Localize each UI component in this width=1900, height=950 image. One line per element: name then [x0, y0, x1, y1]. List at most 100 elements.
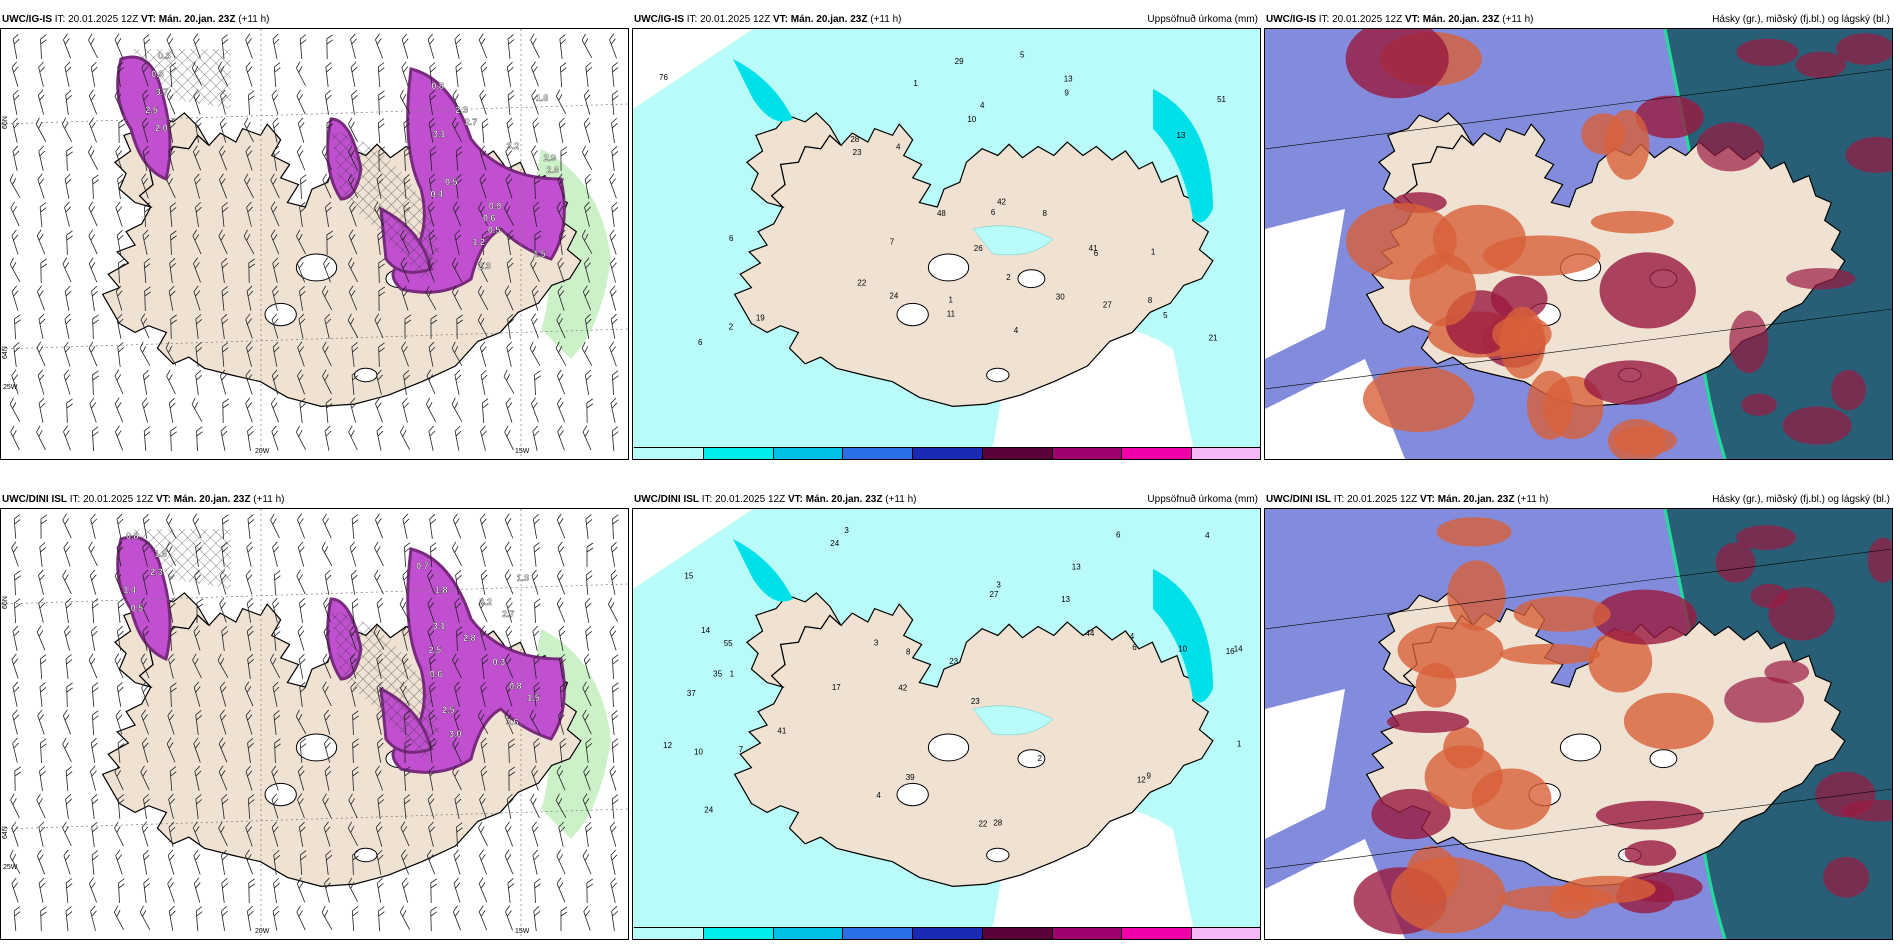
wind-barb	[323, 625, 331, 651]
wind-barb	[478, 597, 488, 623]
wind-barb	[36, 793, 46, 819]
wind-barb	[534, 230, 542, 256]
wind-barb	[323, 597, 331, 623]
wind-barb	[295, 425, 307, 451]
colorbar-segment	[913, 448, 983, 459]
wind-barb	[347, 821, 359, 847]
high-cloud-blob	[1599, 252, 1696, 329]
wind-barb	[611, 62, 619, 87]
wind-barb	[557, 541, 565, 567]
wind-barb	[582, 709, 592, 735]
wind-barb	[117, 598, 125, 623]
wind-barb	[192, 653, 202, 679]
wind-barb	[583, 905, 591, 931]
wind-barb	[170, 230, 177, 256]
wind-barb	[220, 849, 228, 875]
accum-value-label: 8	[1148, 296, 1153, 305]
wind-barb	[427, 625, 435, 651]
wind-barb	[62, 737, 72, 763]
wind-barb	[192, 513, 202, 539]
wind-barb	[9, 257, 21, 282]
wind-barb	[64, 285, 72, 311]
glacier-outline	[264, 782, 297, 807]
wind-barb	[454, 33, 462, 59]
precip-value-label: 3.1	[433, 129, 446, 139]
wind-barb	[321, 905, 333, 930]
wind-barb	[456, 314, 464, 340]
wind-barb	[219, 709, 227, 735]
wind-barb	[557, 425, 565, 451]
wind-barb	[350, 681, 358, 707]
accum-value-label: 15	[684, 571, 693, 580]
wind-barb	[194, 765, 202, 791]
precip-value-label: 1.3	[517, 573, 530, 583]
wind-barb	[65, 793, 72, 819]
colorbar-segment	[1122, 928, 1193, 939]
wind-barb	[531, 765, 539, 791]
wind-barb	[348, 793, 358, 819]
wind-barb	[139, 905, 151, 930]
wind-barb	[612, 514, 619, 540]
wind-barb	[477, 313, 489, 338]
wind-barb	[196, 598, 204, 624]
wind-barb	[245, 821, 253, 847]
accum-value-label: 28	[850, 135, 859, 144]
wind-barb	[91, 598, 99, 624]
wind-barb	[534, 598, 541, 624]
wind-barb	[193, 89, 201, 115]
accum-value-label: 21	[1209, 334, 1218, 343]
accum-value-label: 1	[730, 669, 735, 678]
wind-barb	[324, 569, 332, 595]
accum-value-label: 41	[777, 727, 786, 736]
wind-barb	[454, 229, 462, 255]
wind-barb	[585, 626, 592, 651]
wind-barb	[167, 849, 175, 875]
wind-barb	[352, 738, 359, 764]
panel-title: Uppsöfnuð úrkoma (mm)	[1147, 494, 1258, 505]
accum-area	[972, 225, 1054, 256]
wind-barb	[326, 230, 334, 256]
wind-barb	[195, 314, 203, 339]
wind-barb	[322, 681, 332, 707]
wind-barb	[582, 681, 592, 707]
wind-barb	[195, 201, 202, 227]
wind-barb	[65, 906, 73, 931]
high-accum-area	[733, 59, 793, 122]
high-cloud-blob	[1795, 51, 1847, 79]
wind-barb	[222, 514, 229, 540]
colorbar-segment	[843, 448, 914, 459]
wind-barb	[400, 229, 410, 255]
wind-barb	[245, 369, 253, 395]
high-cloud-blob	[1696, 122, 1764, 172]
wind-barb	[91, 285, 98, 311]
high-cloud-blob	[1561, 875, 1656, 904]
wind-barb	[62, 257, 72, 283]
accum-value-label: 23	[971, 697, 980, 706]
wind-barb	[39, 654, 47, 680]
wind-barb	[91, 850, 99, 875]
accum-value-label: 2	[1037, 754, 1042, 763]
wind-barb	[114, 33, 124, 59]
map-wind-precip: 0.8 1.6 2.3 1.4 0.5 0.7 1.3 1.8 2.2 2.7 3.1 2.8 2.5 0…	[0, 508, 629, 940]
wind-barb	[451, 341, 463, 366]
wind-barb	[245, 33, 253, 59]
wind-barb	[504, 849, 514, 875]
wind-barb	[296, 877, 306, 903]
wind-barb	[377, 794, 385, 819]
wind-barb	[299, 597, 306, 623]
wind-barb	[142, 89, 149, 115]
wind-barb	[531, 145, 539, 171]
wind-barb	[244, 849, 254, 875]
wind-barb	[298, 313, 306, 339]
wind-barb	[323, 821, 331, 847]
high-cloud-blob	[1624, 840, 1677, 866]
wind-barb	[324, 89, 332, 115]
wind-barb	[428, 229, 436, 255]
wind-barb	[609, 821, 617, 847]
wind-barb	[142, 569, 150, 595]
wind-barb	[584, 313, 592, 339]
colorbar-segment	[1122, 448, 1193, 459]
accum-value-label: 37	[687, 689, 696, 698]
precip-value-label: 0.6	[430, 669, 443, 679]
wind-barb	[376, 653, 384, 679]
